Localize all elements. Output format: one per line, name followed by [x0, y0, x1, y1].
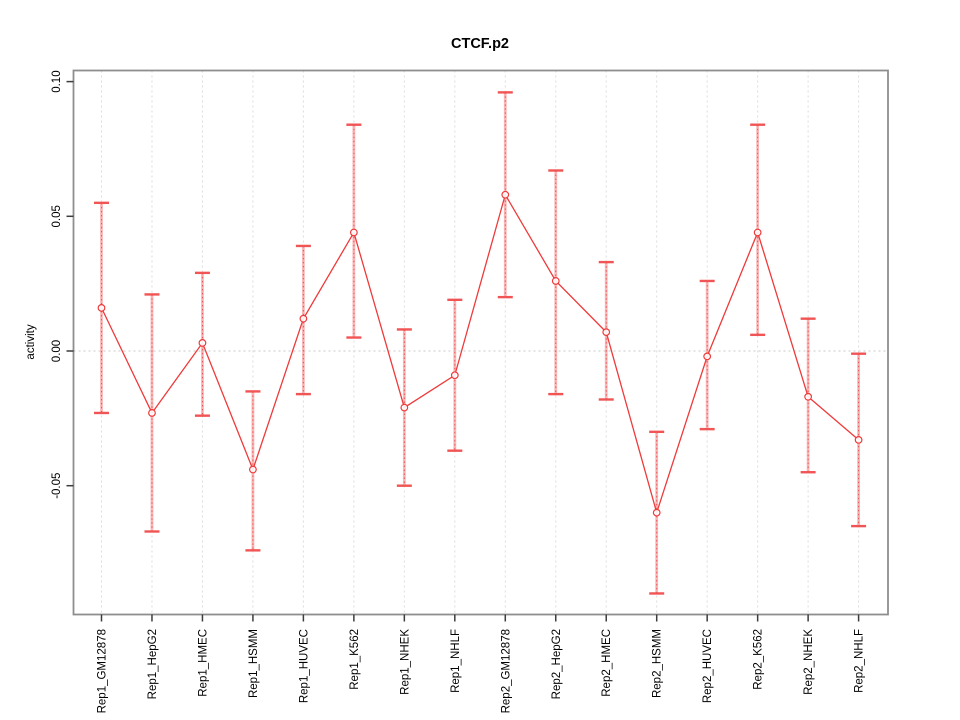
x-tick-label: Rep1_NHEK — [399, 629, 411, 695]
data-point — [400, 403, 409, 412]
data-point — [97, 303, 106, 312]
x-tick-label: Rep2_K562 — [753, 629, 765, 690]
plot-border — [72, 69, 889, 616]
data-point — [652, 508, 661, 517]
chart-title: CTCF.p2 — [451, 36, 509, 52]
data-point — [501, 190, 510, 199]
x-tick-label: Rep1_HepG2 — [147, 629, 159, 699]
data-point — [450, 371, 459, 380]
data-point — [148, 409, 156, 417]
y-tick-label: 0.00 — [51, 340, 63, 362]
x-tick-label: Rep1_NHLF — [450, 629, 462, 693]
x-tick-label: Rep1_HUVEC — [298, 629, 310, 703]
x-tick-label: Rep2_HMEC — [601, 629, 613, 697]
data-point — [753, 228, 762, 237]
data-point — [854, 436, 863, 444]
x-tick-label: Rep1_HSMM — [248, 629, 260, 698]
x-tick-label: Rep2_NHEK — [803, 629, 815, 695]
y-tick-label: -0.05 — [51, 473, 63, 499]
data-point — [198, 339, 207, 347]
data-point — [349, 228, 358, 237]
data-point — [602, 328, 611, 337]
x-tick-label: Rep1_K562 — [349, 629, 361, 690]
data-point — [249, 465, 257, 474]
x-tick-label: Rep1_GM12878 — [97, 629, 109, 713]
x-tick-label: Rep1_HMEC — [197, 629, 209, 697]
series-line — [100, 193, 860, 515]
x-tick-label: Rep2_NHLF — [854, 629, 866, 693]
y-axis-title: activity — [25, 324, 37, 360]
data-point — [299, 314, 308, 323]
x-tick-label: Rep2_HSMM — [652, 629, 664, 698]
data-point — [703, 352, 712, 361]
x-tick-label: Rep2_GM12878 — [500, 629, 512, 713]
data-point — [804, 392, 813, 401]
x-tick-label: Rep2_HUVEC — [702, 629, 714, 703]
x-tick-label: Rep2_HepG2 — [551, 629, 563, 699]
data-point — [551, 277, 560, 285]
y-tick-label: 0.05 — [51, 205, 63, 227]
y-tick-label: 0.10 — [51, 70, 63, 92]
